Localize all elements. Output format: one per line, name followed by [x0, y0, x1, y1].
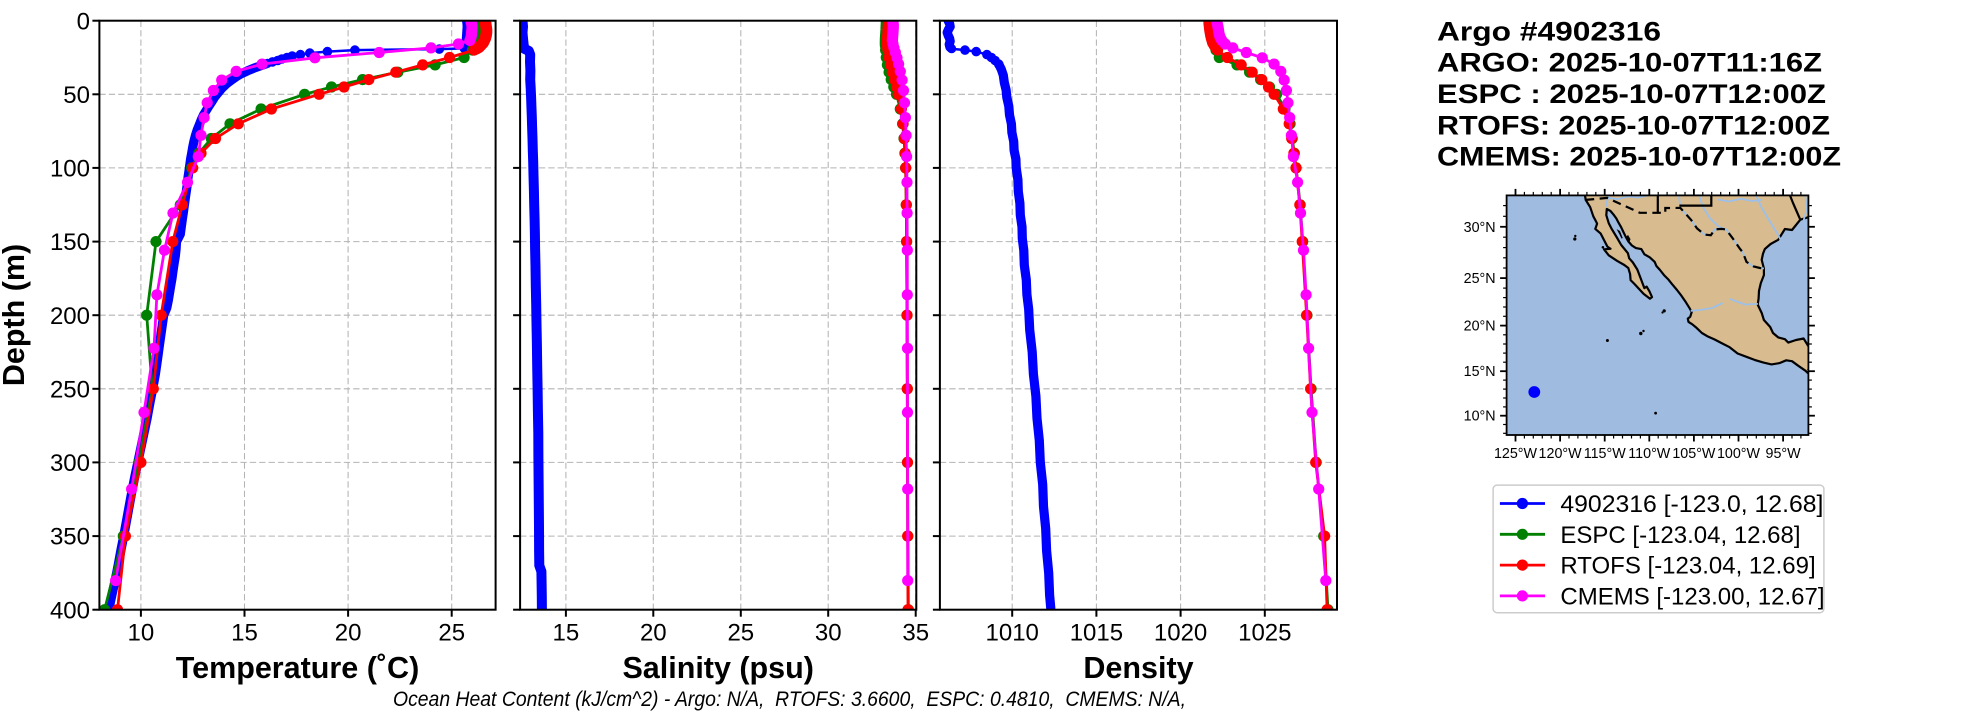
svg-text:ARGO: 2025-10-07T11:16Z: ARGO: 2025-10-07T11:16Z: [1437, 48, 1822, 78]
svg-text:25°N: 25°N: [1464, 271, 1496, 287]
svg-text:Salinity (psu): Salinity (psu): [622, 651, 814, 685]
svg-text:Depth (m): Depth (m): [0, 244, 31, 386]
svg-text:ESPC [-123.04, 12.68]: ESPC [-123.04, 12.68]: [1560, 522, 1800, 549]
svg-text:35: 35: [902, 620, 929, 647]
svg-text:10°N: 10°N: [1464, 409, 1496, 425]
svg-text:RTOFS: 2025-10-07T12:00Z: RTOFS: 2025-10-07T12:00Z: [1437, 110, 1830, 140]
svg-text:350: 350: [50, 524, 90, 551]
svg-text:Temperature (˚C): Temperature (˚C): [176, 651, 419, 685]
svg-text:25: 25: [438, 620, 465, 647]
svg-text:RTOFS [-123.04, 12.69]: RTOFS [-123.04, 12.69]: [1560, 553, 1815, 580]
svg-text:30: 30: [815, 620, 842, 647]
svg-text:120°W: 120°W: [1539, 446, 1583, 462]
svg-text:100°W: 100°W: [1717, 446, 1761, 462]
svg-text:15: 15: [553, 620, 580, 647]
svg-text:30°N: 30°N: [1464, 220, 1496, 236]
svg-text:110°W: 110°W: [1628, 446, 1671, 462]
svg-text:Ocean Heat Content (kJ/cm^2) -: Ocean Heat Content (kJ/cm^2) - Argo: N/A…: [393, 688, 1186, 711]
svg-text:50: 50: [63, 82, 90, 109]
svg-text:CMEMS [-123.00, 12.67]: CMEMS [-123.00, 12.67]: [1560, 584, 1824, 611]
svg-text:CMEMS: 2025-10-07T12:00Z: CMEMS: 2025-10-07T12:00Z: [1437, 142, 1841, 172]
svg-text:125°W: 125°W: [1494, 446, 1538, 462]
svg-text:ESPC : 2025-10-07T12:00Z: ESPC : 2025-10-07T12:00Z: [1437, 79, 1826, 109]
svg-text:4902316 [-123.0, 12.68]: 4902316 [-123.0, 12.68]: [1560, 491, 1823, 518]
svg-text:Density: Density: [1083, 651, 1193, 685]
svg-text:1020: 1020: [1154, 620, 1207, 647]
svg-text:150: 150: [50, 229, 90, 256]
svg-text:115°W: 115°W: [1584, 446, 1627, 462]
svg-text:10: 10: [128, 620, 155, 647]
svg-text:0: 0: [77, 8, 90, 35]
svg-text:15: 15: [231, 620, 258, 647]
svg-text:Argo #4902316: Argo #4902316: [1437, 16, 1661, 46]
svg-text:300: 300: [50, 450, 90, 477]
svg-text:250: 250: [50, 376, 90, 403]
svg-text:20: 20: [335, 620, 362, 647]
svg-text:95°W: 95°W: [1766, 446, 1802, 462]
svg-text:105°W: 105°W: [1672, 446, 1716, 462]
svg-text:200: 200: [50, 303, 90, 330]
svg-text:20°N: 20°N: [1464, 319, 1496, 335]
svg-text:1025: 1025: [1238, 620, 1291, 647]
svg-text:20: 20: [640, 620, 667, 647]
svg-text:25: 25: [727, 620, 754, 647]
svg-text:1015: 1015: [1070, 620, 1123, 647]
svg-text:1010: 1010: [986, 620, 1039, 647]
svg-text:400: 400: [50, 597, 90, 624]
svg-text:100: 100: [50, 156, 90, 183]
svg-text:15°N: 15°N: [1464, 364, 1496, 380]
